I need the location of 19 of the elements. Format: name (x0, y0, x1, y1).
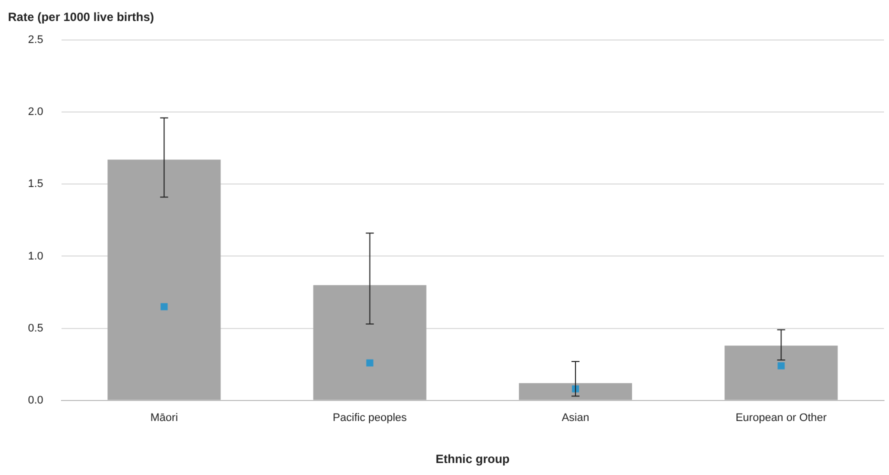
x-tick-label: Māori (150, 412, 178, 424)
y-tick-label: 1.5 (28, 178, 44, 190)
y-tick-label: 0.5 (28, 322, 44, 334)
y-tick-label: 2.5 (28, 34, 44, 46)
point (366, 359, 374, 366)
y-tick-label: 1.0 (28, 250, 44, 262)
point (160, 303, 168, 310)
x-axis-title: Ethnic group (436, 452, 510, 466)
bar (313, 285, 426, 400)
bar (724, 346, 838, 400)
x-tick-label: Pacific peoples (332, 412, 408, 424)
y-tick-label: 2.0 (28, 106, 44, 118)
y-tick-label: 0.0 (28, 394, 44, 406)
y-axis-title: Rate (per 1000 live births) (8, 10, 154, 24)
x-tick-label: European or Other (736, 412, 828, 424)
bar (108, 160, 221, 400)
bar (518, 383, 632, 400)
x-tick-label: Asian (562, 412, 590, 424)
point (778, 362, 785, 370)
